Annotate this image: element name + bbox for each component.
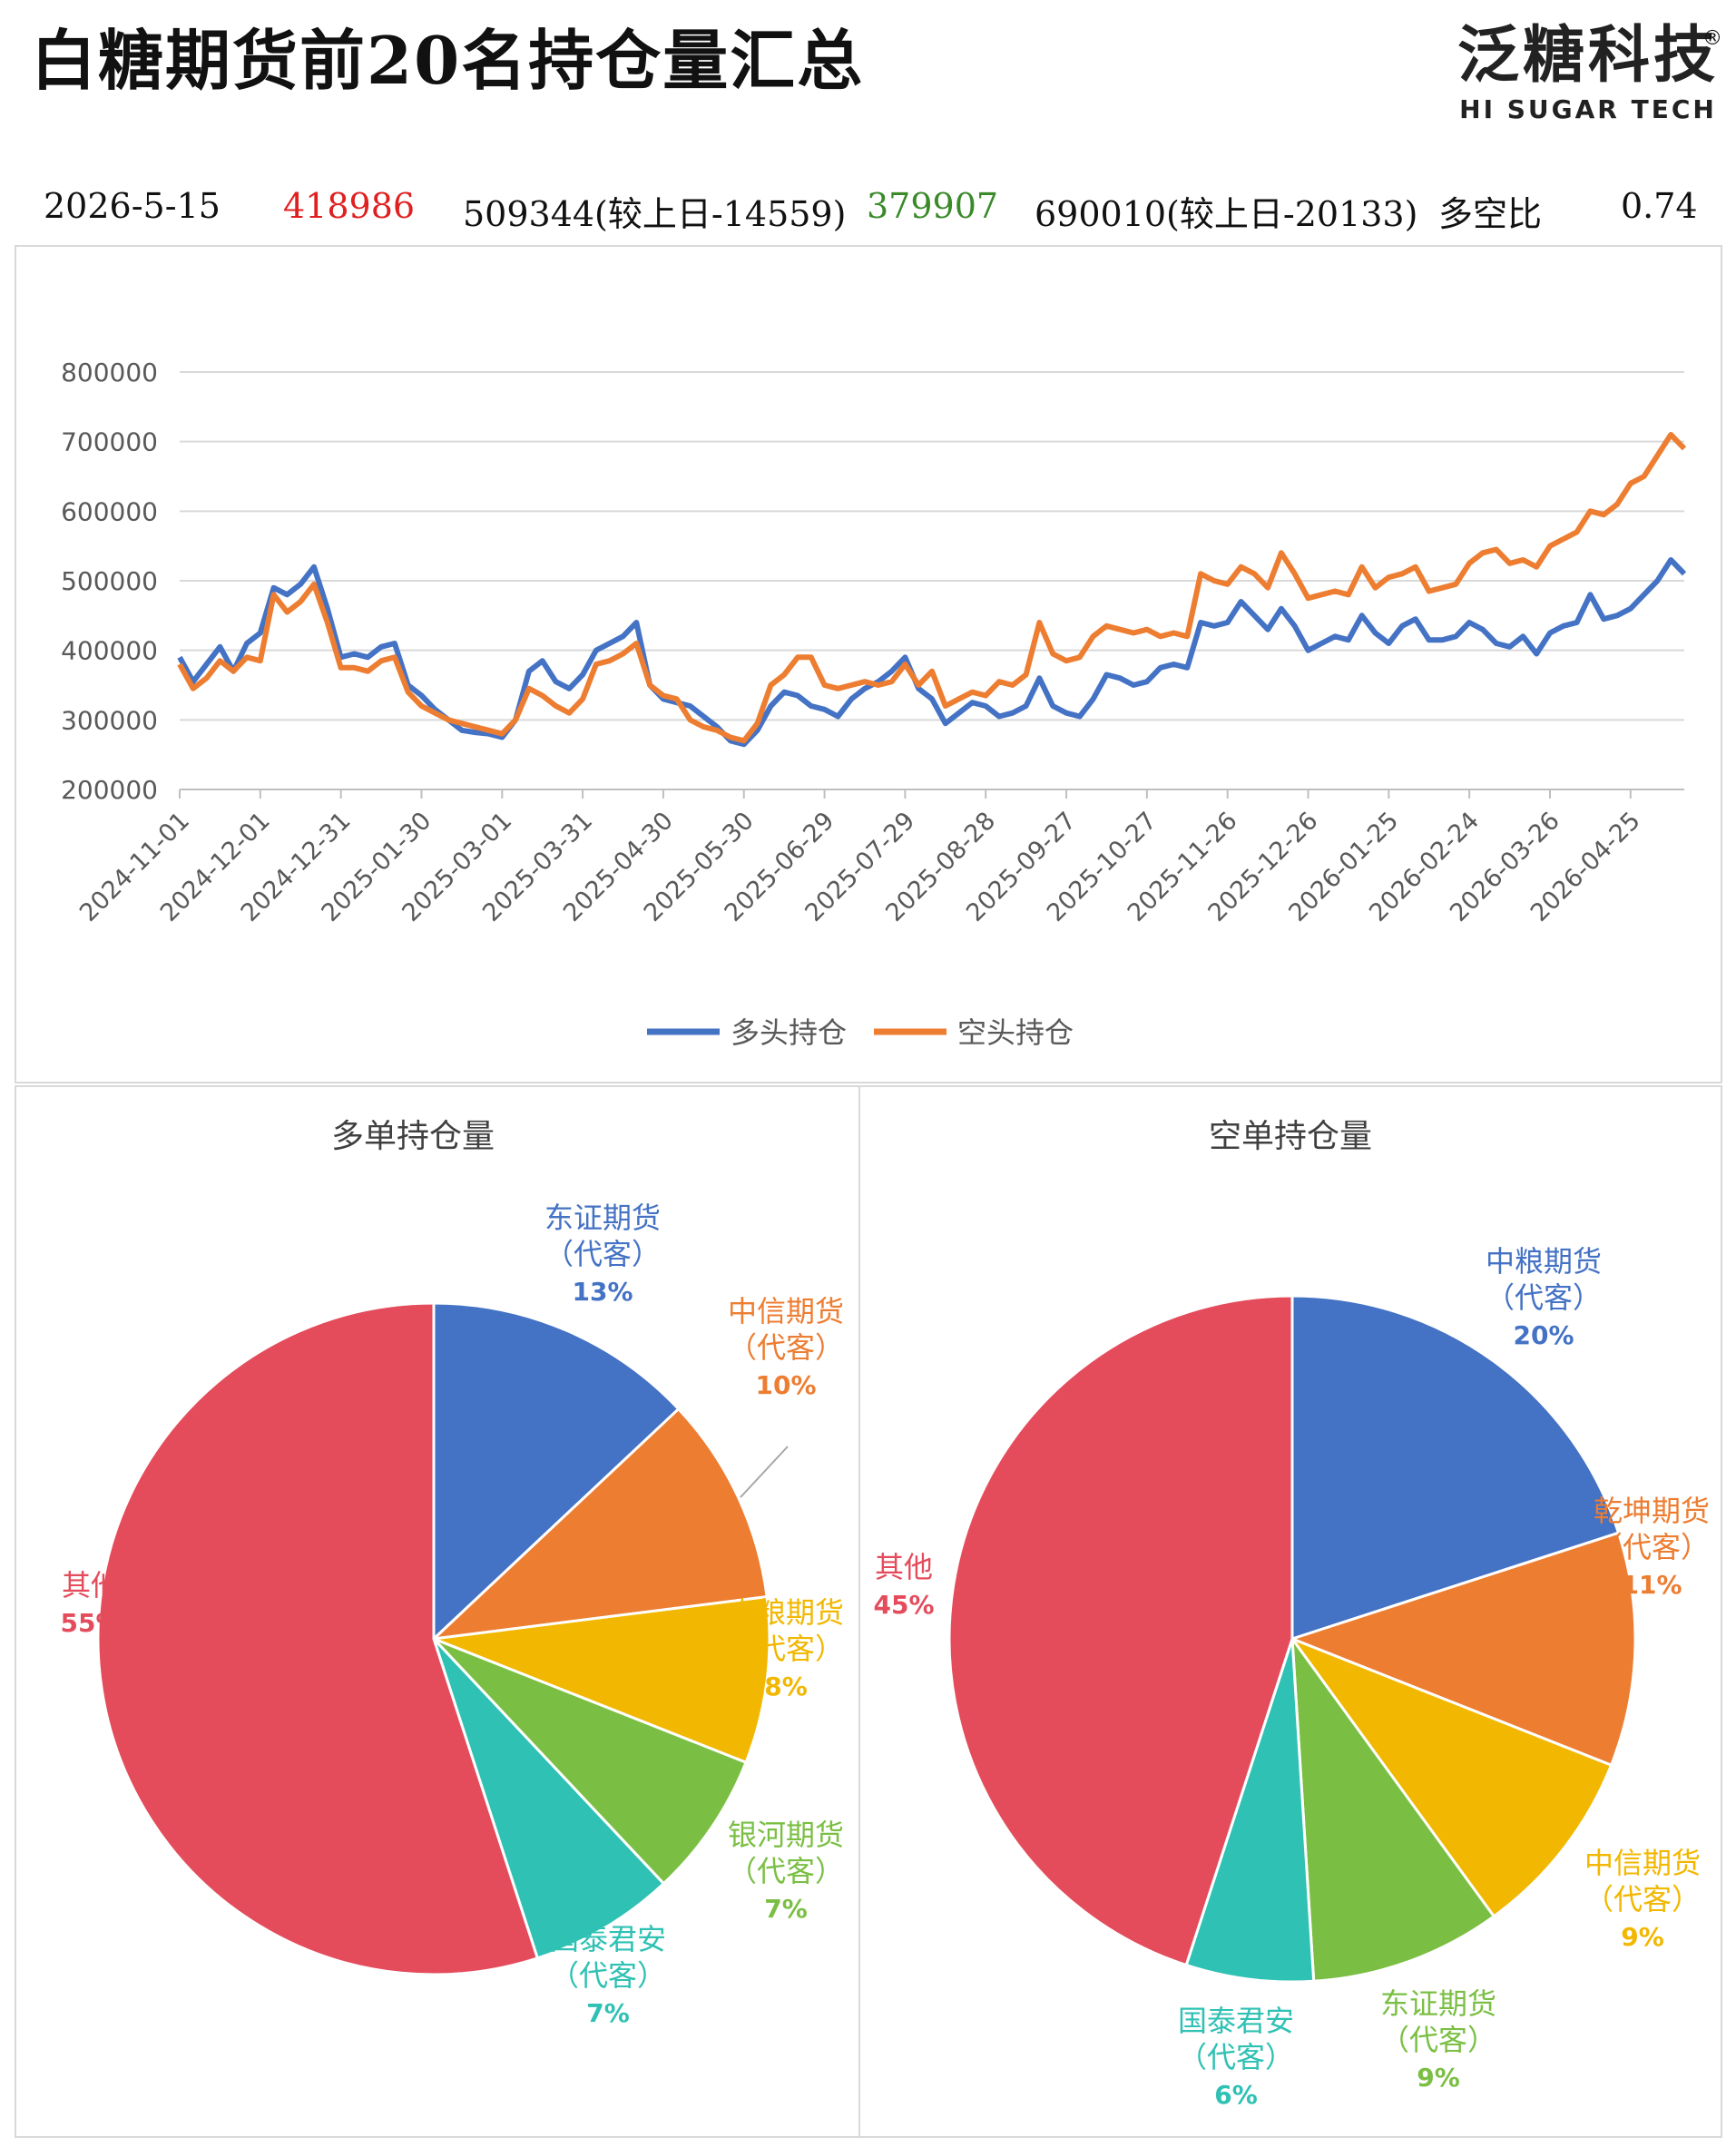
pie-label-percent: 55% [60, 1608, 121, 1638]
pie-label-percent: 6% [1214, 2080, 1258, 2110]
y-tick-label: 400000 [61, 636, 158, 666]
summary-short-total: 690010(较上日-20133) [1035, 194, 1418, 234]
pie-label-percent: 9% [1417, 2063, 1460, 2093]
summary-ratio-value: 0.74 [1621, 186, 1698, 226]
pie-label-percent: 10% [755, 1370, 816, 1400]
pie-slice [1288, 1635, 1613, 1918]
logo-english: HI SUGAR TECH [1459, 94, 1717, 124]
pie-slice [96, 1301, 540, 1976]
pie-label-percent: 7% [764, 1894, 808, 1924]
pie-label: 国泰君安（代客） 6% [1178, 2004, 1294, 2110]
pie-label: 中粮期货（代客） 20% [1486, 1244, 1602, 1350]
pie-label-text: 中信期货 [728, 1294, 844, 1328]
pie-label-percent: 11% [1621, 1570, 1682, 1600]
y-tick-label: 300000 [61, 705, 158, 735]
line-chart: 800000 700000 600000 500000 400000 300000 2000… [61, 358, 1687, 1050]
pie-slice [432, 1637, 748, 1886]
pie-label-percent: 45% [873, 1590, 934, 1620]
summary-row: 2026-5-15 418986 509344(较上日-14559) 37990… [0, 186, 1736, 237]
short-pie-chart: 空单持仓量中粮期货（代客）20%乾坤期货（代客）11%中信期货（代客）9%东证期… [873, 1118, 1710, 2110]
pie-label-text: （代客） [728, 1632, 844, 1666]
logo-chinese: 泛糖科技 [1456, 20, 1719, 92]
pie-label-text: 其他 [62, 1568, 120, 1603]
short-pie-panel: 空单持仓量 中粮期货 （代客） 20% 乾坤期货 （代客） 11% 中信期货 （代客） 9% 东证期… [858, 1085, 1722, 2138]
leader-line [740, 1446, 789, 1498]
summary-long-value: 418986 [283, 186, 416, 226]
page-title: 白糖期货前20名持仓量汇总 [31, 22, 865, 99]
pie-slice [1288, 1531, 1637, 1768]
pie-slice [432, 1637, 666, 1960]
pie-label-text: 国泰君安 [1178, 2004, 1294, 2038]
pie-label-percent: 8% [764, 1672, 808, 1701]
pie-label-text: （代客） [728, 1854, 844, 1888]
pie-slice [947, 1294, 1294, 1967]
pie-label: 银河期货（代客） 7% [728, 1818, 844, 1924]
pie-slice [1290, 1633, 1496, 1983]
pie-label-text: 其他 [875, 1550, 933, 1584]
pie-label-text: 银河期货 [728, 1818, 844, 1852]
pie-label-text: （代客） [728, 1330, 844, 1365]
pie-label-text: 中信期货 [1584, 1846, 1701, 1880]
pie-slice [1290, 1294, 1621, 1642]
pie-label-text: （代客） [1584, 1882, 1701, 1917]
pie-label: 其他 55% [60, 1568, 121, 1638]
summary-long-total: 509344(较上日-14559) [463, 194, 847, 234]
pie-slice [433, 1594, 771, 1765]
registered-mark: ® [1702, 27, 1722, 50]
long-pie-chart: 多单持仓量东证期货（代客）13%中信期货（代客）10%中粮期货（代客）8%银河期… [60, 1118, 844, 2028]
pie-slice [1184, 1638, 1316, 1984]
pie-slice [432, 1301, 681, 1642]
pie-label: 其他 45% [873, 1550, 934, 1620]
brand-logo: ® 泛糖科技 HI SUGAR TECH [1452, 20, 1724, 125]
legend-label: 空头持仓 [957, 1015, 1074, 1050]
series-line-short [177, 432, 1687, 744]
pie-label-text: （代客） [1594, 1530, 1710, 1564]
pie-label-text: （代客） [550, 1958, 666, 1993]
pie-label-text: 东证期货 [1380, 1986, 1496, 2021]
pie-label-text: （代客） [1178, 2040, 1294, 2074]
pie-label-text: 中粮期货 [1486, 1244, 1602, 1279]
summary-date: 2026-5-15 [44, 186, 221, 226]
summary-ratio-label: 多空比 [1438, 194, 1543, 234]
pie-label: 中信期货（代客） 9% [1584, 1846, 1701, 1952]
pie-label-percent: 9% [1621, 1922, 1664, 1952]
line-chart-panel: 800000 700000 600000 500000 400000 300000 2000… [15, 245, 1722, 1083]
pie-label: 中信期货（代客） 10% [728, 1294, 844, 1400]
pie-label: 中粮期货（代客） 8% [728, 1595, 844, 1701]
y-tick-label: 200000 [61, 775, 158, 805]
pie-label-text: （代客） [1486, 1280, 1602, 1315]
pie-label-percent: 20% [1513, 1320, 1574, 1350]
pie-label: 国泰君安（代客） 7% [550, 1922, 666, 2028]
pie-label: 东证期货（代客） 13% [544, 1201, 661, 1307]
pie-label-percent: 7% [586, 1998, 630, 2028]
pie-slice [429, 1407, 769, 1642]
pie-label: 乾坤期货（代客） 11% [1594, 1494, 1710, 1600]
pie-label-text: （代客） [544, 1237, 661, 1271]
pie-title: 多单持仓量 [331, 1118, 495, 1155]
y-tick-label: 500000 [61, 566, 158, 596]
series-line-long [177, 557, 1687, 748]
y-tick-label: 600000 [61, 496, 158, 526]
pie-label-text: （代客） [1380, 2023, 1496, 2057]
legend-label: 多头持仓 [731, 1015, 847, 1050]
y-tick-label: 800000 [61, 358, 158, 387]
pie-title: 空单持仓量 [1209, 1118, 1372, 1155]
pie-label-text: 国泰君安 [550, 1922, 666, 1956]
pie-label-text: 东证期货 [544, 1201, 661, 1235]
summary-short-value: 379907 [867, 186, 999, 226]
y-tick-label: 700000 [61, 427, 158, 457]
pie-label-text: 乾坤期货 [1594, 1494, 1710, 1528]
pie-label-text: 中粮期货 [728, 1595, 844, 1630]
pie-label-percent: 13% [572, 1277, 633, 1307]
long-pie-panel: 多单持仓量 东证期货 （代客） 13% 中信期货 （代客） 10% 中粮期货 （代客） 8% 银河期… [15, 1085, 860, 2138]
pie-label: 东证期货（代客） 9% [1380, 1986, 1496, 2093]
